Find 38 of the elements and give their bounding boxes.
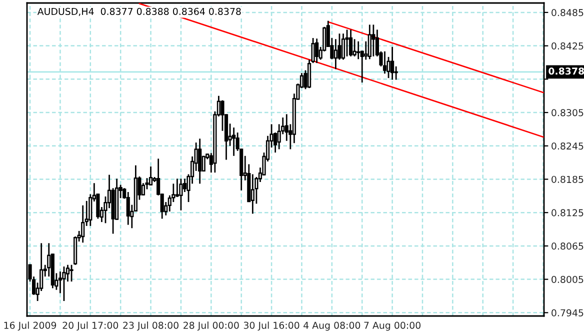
y-tick-label: 0.8485 bbox=[552, 9, 584, 16]
chart-title: AUDUSD,H4 0.8377 0.8388 0.8364 0.8378 bbox=[37, 8, 241, 16]
y-tick-label: 0.8065 bbox=[552, 242, 584, 250]
candlestick bbox=[352, 38, 356, 58]
x-tick-label: 16 Jul 2009 bbox=[4, 322, 56, 331]
candlestick bbox=[81, 204, 85, 244]
candlestick bbox=[356, 40, 360, 60]
candlestick bbox=[126, 191, 130, 226]
candlestick bbox=[348, 28, 353, 58]
y-tick-label: 0.8425 bbox=[552, 42, 584, 50]
x-tick-label: 30 Jul 16:00 bbox=[244, 322, 300, 331]
candlestick bbox=[148, 166, 153, 186]
candlestick bbox=[368, 24, 372, 60]
y-tick-label: 0.7945 bbox=[552, 309, 584, 316]
y-tick-label: 0.8005 bbox=[552, 276, 584, 284]
x-tick-label: 20 Jul 17:00 bbox=[62, 322, 118, 331]
candlestick bbox=[198, 138, 202, 184]
y-tick-label: 0.8185 bbox=[552, 176, 584, 183]
x-tick-label: 28 Jul 00:00 bbox=[184, 322, 239, 331]
candlestick bbox=[372, 24, 376, 58]
candlestick bbox=[390, 46, 394, 80]
y-tick-label: 0.8125 bbox=[552, 209, 584, 216]
candlestick bbox=[62, 266, 66, 302]
y-tick-label: 0.8305 bbox=[552, 109, 584, 116]
x-tick-label: 4 Aug 08:00 bbox=[304, 322, 360, 331]
candlestick bbox=[334, 38, 338, 70]
ref-line-label: 0.8378 bbox=[548, 68, 584, 75]
candlestick bbox=[250, 174, 254, 214]
candlestick bbox=[315, 38, 319, 64]
candlestick bbox=[70, 264, 74, 282]
candlestick bbox=[382, 50, 387, 74]
x-tick-label: 23 Jul 08:00 bbox=[123, 322, 178, 331]
candlestick bbox=[232, 126, 236, 157]
y-tick-label: 0.8245 bbox=[552, 142, 584, 150]
x-tick-label: 7 Aug 00:00 bbox=[364, 322, 421, 331]
candlestick bbox=[345, 28, 349, 58]
candlestick bbox=[341, 32, 346, 60]
candlestick bbox=[179, 178, 183, 212]
